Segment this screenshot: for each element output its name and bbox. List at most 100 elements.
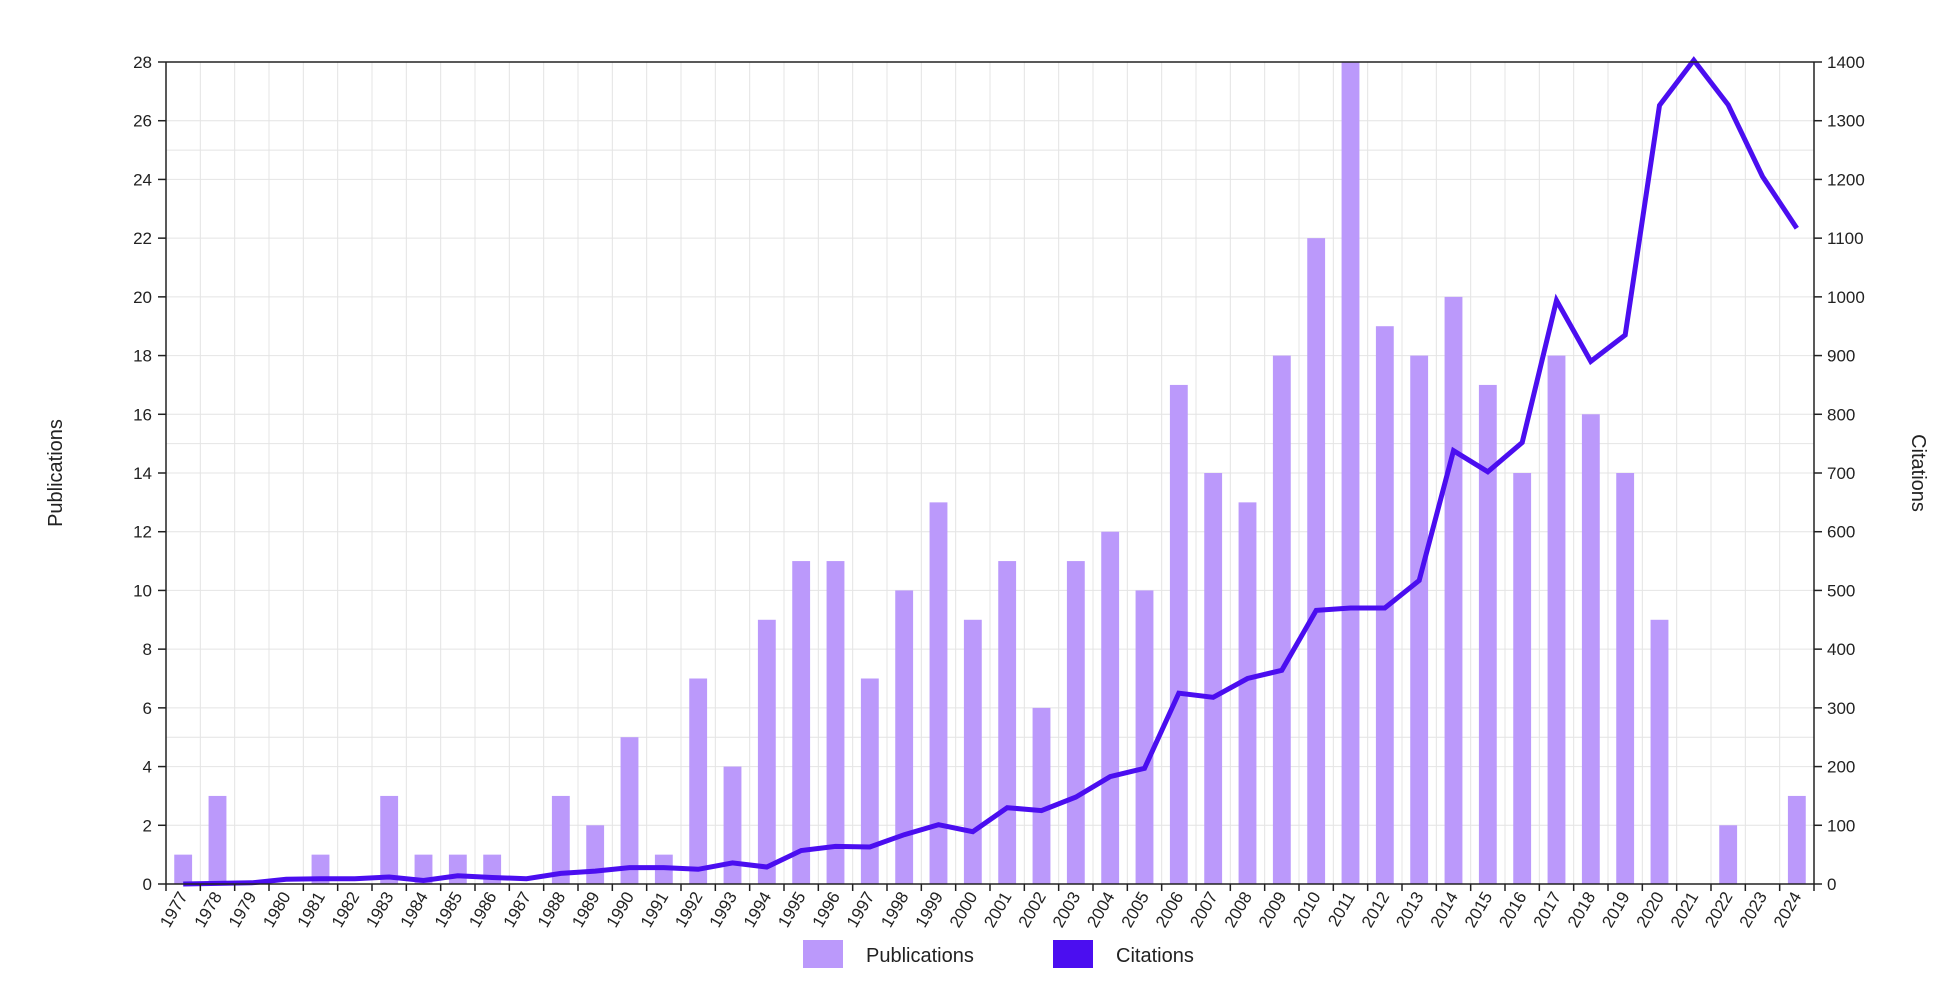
x-tick-label: 2016 <box>1495 889 1530 931</box>
x-tick-label: 1982 <box>328 889 363 931</box>
right-tick-label: 1000 <box>1827 288 1865 307</box>
x-tick-label: 2021 <box>1667 889 1702 931</box>
left-tick-label: 24 <box>133 170 152 189</box>
left-tick-label: 6 <box>143 699 152 718</box>
legend-label: Publications <box>866 945 974 967</box>
x-tick-label: 2011 <box>1324 889 1359 930</box>
bar-publications-2013[interactable] <box>1410 355 1429 885</box>
right-tick-label: 1100 <box>1827 229 1864 248</box>
bar-publications-1992[interactable] <box>689 678 708 885</box>
bar-publications-1999[interactable] <box>929 502 948 884</box>
bar-publications-2002[interactable] <box>1032 707 1051 884</box>
bar-publications-2022[interactable] <box>1719 825 1738 884</box>
x-tick-label: 1999 <box>912 889 947 931</box>
x-tick-label: 1986 <box>465 889 500 931</box>
x-tick-label: 2012 <box>1358 889 1393 931</box>
legend[interactable]: Publications Citations <box>803 940 1194 968</box>
bar-publications-2005[interactable] <box>1135 590 1154 884</box>
bar-publications-2014[interactable] <box>1444 296 1463 884</box>
citations-line-layer <box>183 56 1799 887</box>
x-tick-label: 1994 <box>740 889 775 931</box>
bar-publications-2018[interactable] <box>1581 414 1600 884</box>
left-tick-label: 22 <box>133 229 152 248</box>
bar-publications-2019[interactable] <box>1616 473 1635 884</box>
bar-publications-2020[interactable] <box>1650 619 1669 884</box>
x-tick-label: 2004 <box>1083 889 1118 931</box>
x-tick-label: 2024 <box>1770 889 1805 931</box>
legend-item-citations[interactable]: Citations <box>1053 940 1194 968</box>
x-tick-label: 2017 <box>1530 889 1565 931</box>
right-axis-title: Citations <box>1907 434 1929 512</box>
bar-publications-2009[interactable] <box>1272 355 1291 885</box>
x-tick-label: 2014 <box>1427 889 1462 931</box>
x-tick-label: 1978 <box>191 889 226 931</box>
bar-publications-2017[interactable] <box>1547 355 1566 885</box>
bar-publications-1985[interactable] <box>448 854 467 884</box>
x-tick-label: 1985 <box>431 889 466 931</box>
x-tick-label: 1987 <box>500 889 535 931</box>
bar-publications-2016[interactable] <box>1513 473 1532 884</box>
bar-publications-1993[interactable] <box>723 766 742 884</box>
x-tick-label: 2003 <box>1049 889 1084 931</box>
bar-publications-2007[interactable] <box>1204 473 1223 884</box>
bar-publications-2015[interactable] <box>1478 384 1497 884</box>
x-tick-label: 1980 <box>259 889 294 931</box>
bar-publications-1983[interactable] <box>380 795 399 884</box>
bar-publications-2001[interactable] <box>998 561 1017 884</box>
citations-line[interactable] <box>183 56 1799 887</box>
x-tick-label: 1977 <box>156 889 191 931</box>
bar-publications-2003[interactable] <box>1066 561 1085 884</box>
x-tick-label: 2005 <box>1118 889 1153 931</box>
x-tick-label: 2010 <box>1289 889 1324 931</box>
bar-publications-1998[interactable] <box>895 590 914 884</box>
x-tick-label: 1983 <box>362 889 397 931</box>
bar-publications-2006[interactable] <box>1169 384 1188 884</box>
bar-publications-2000[interactable] <box>963 619 982 884</box>
bar-publications-1996[interactable] <box>826 561 845 884</box>
x-tick-label: 1988 <box>534 889 569 931</box>
x-tick-label: 1995 <box>774 889 809 931</box>
bar-publications-1984[interactable] <box>414 854 433 884</box>
right-tick-label: 0 <box>1827 875 1836 894</box>
right-tick-label: 600 <box>1827 523 1855 542</box>
left-axis-title: Publications <box>45 419 67 527</box>
bar-publications-2004[interactable] <box>1101 531 1120 884</box>
x-tick-label: 1992 <box>671 889 706 931</box>
bar-publications-1988[interactable] <box>551 795 570 884</box>
x-tick-label: 2019 <box>1598 889 1633 931</box>
bar-publications-1990[interactable] <box>620 737 639 884</box>
bar-publications-1977[interactable] <box>174 854 193 884</box>
right-tick-label: 700 <box>1827 464 1855 483</box>
x-tick-label: 1990 <box>603 889 638 931</box>
bar-publications-2008[interactable] <box>1238 502 1257 884</box>
x-tick-label: 2020 <box>1633 889 1668 931</box>
left-tick-label: 4 <box>143 758 152 777</box>
right-tick-label: 1200 <box>1827 170 1865 189</box>
bar-publications-1997[interactable] <box>860 678 879 885</box>
bar-publications-2024[interactable] <box>1787 795 1806 884</box>
x-tick-label: 1998 <box>877 889 912 931</box>
x-tick-label: 2001 <box>980 889 1015 931</box>
publication-bars <box>174 62 1806 885</box>
bar-publications-1994[interactable] <box>757 619 776 884</box>
left-tick-label: 14 <box>133 464 152 483</box>
bar-publications-2011[interactable] <box>1341 62 1360 884</box>
right-tick-label: 1300 <box>1827 112 1865 131</box>
x-tick-label: 1984 <box>397 889 432 931</box>
x-tick-label: 2002 <box>1015 889 1050 931</box>
bar-publications-1989[interactable] <box>586 825 605 884</box>
left-tick-label: 18 <box>133 347 152 366</box>
right-tick-label: 100 <box>1827 816 1855 835</box>
x-tick-label: 1996 <box>809 889 844 931</box>
bar-publications-2010[interactable] <box>1307 238 1326 885</box>
x-tick-label: 2009 <box>1255 889 1290 931</box>
x-tick-label: 2022 <box>1701 889 1736 931</box>
x-tick-label: 2000 <box>946 889 981 931</box>
bar-publications-1978[interactable] <box>208 795 227 884</box>
bar-publications-1995[interactable] <box>792 561 811 884</box>
right-tick-label: 1400 <box>1827 53 1865 72</box>
x-tick-label: 2015 <box>1461 889 1496 931</box>
legend-item-publications[interactable]: Publications <box>803 940 974 968</box>
x-tick-label: 1991 <box>637 889 672 931</box>
